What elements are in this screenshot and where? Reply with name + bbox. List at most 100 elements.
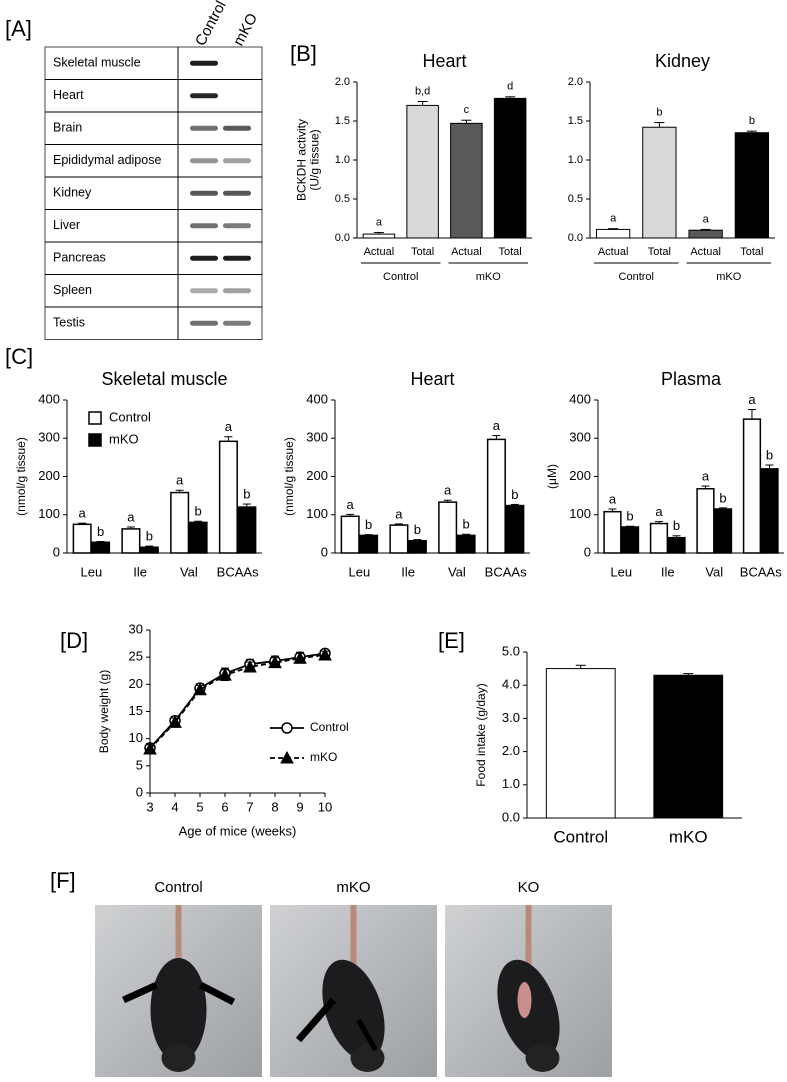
y-tick-label: 1.5 <box>335 115 350 127</box>
band <box>223 125 251 131</box>
bar <box>734 132 770 239</box>
bar <box>188 521 208 554</box>
y-tick-label: 200 <box>306 468 328 483</box>
bar <box>545 668 616 819</box>
legend-marker <box>281 722 293 734</box>
y-tick-label: 3.0 <box>502 710 520 725</box>
significance-letter: a <box>703 213 710 225</box>
x-tick-label: Total <box>411 246 434 258</box>
y-tick-label: 2.0 <box>335 76 350 88</box>
bar <box>121 528 141 554</box>
x-tick-label: Total <box>740 246 763 258</box>
bar <box>603 510 622 554</box>
significance-letter: d <box>507 81 513 93</box>
bar <box>170 491 190 554</box>
column-header: Control <box>192 0 230 49</box>
y-axis-label: (nmol/g tissue) <box>282 437 296 516</box>
bar <box>407 540 427 554</box>
band <box>223 320 251 326</box>
legend-label: mKO <box>109 431 139 446</box>
mouse-limb <box>198 981 236 1006</box>
y-axis-label: (nmol/g tissue) <box>14 437 28 516</box>
x-tick-label: 7 <box>246 799 253 814</box>
x-tick-label: 6 <box>221 799 228 814</box>
x-axis-label: Age of mice (weeks) <box>179 823 297 838</box>
photo-caption: KO <box>518 879 540 896</box>
y-tick-label: 25 <box>129 649 143 664</box>
series-line <box>149 652 326 749</box>
y-tick-label: 200 <box>38 468 60 483</box>
x-tick-label: 8 <box>271 799 278 814</box>
y-tick-label: 0.0 <box>502 809 520 824</box>
y-tick-label: 100 <box>306 506 328 521</box>
y-tick-label: 0.5 <box>568 193 583 205</box>
x-tick-label: Ile <box>133 564 147 579</box>
significance-letter: b <box>719 490 726 505</box>
mouse-tail <box>175 905 182 965</box>
chart-title: Skeletal muscle <box>101 369 227 389</box>
y-tick-label: 300 <box>569 430 591 445</box>
significance-letter: a <box>176 473 184 488</box>
significance-letter: b <box>766 447 773 462</box>
blot-frame <box>44 46 263 340</box>
row-label: Heart <box>53 88 84 102</box>
significance-letter: b <box>656 106 662 118</box>
band <box>223 158 251 164</box>
bar <box>362 233 396 239</box>
significance-letter: a <box>493 418 501 433</box>
band <box>223 223 251 229</box>
y-axis-label: Food intake (g/day) <box>474 683 488 786</box>
bar <box>218 440 238 554</box>
marker <box>143 741 157 755</box>
bar <box>505 504 525 554</box>
mouse-tail <box>525 905 532 965</box>
row-label: Spleen <box>53 283 92 297</box>
panel-label: [D] <box>60 628 88 653</box>
x-tick-label: Val <box>705 564 723 579</box>
panel-label: [F] <box>50 868 76 893</box>
marker <box>243 659 257 673</box>
photo-caption: mKO <box>336 879 370 896</box>
legend-label: Control <box>310 720 349 734</box>
significance-letter: b <box>243 486 250 501</box>
band <box>190 158 218 164</box>
x-tick-label: Leu <box>81 564 103 579</box>
x-tick-label: 5 <box>196 799 203 814</box>
row-label: Skeletal muscle <box>53 56 141 70</box>
significance-letter: a <box>610 213 617 225</box>
mouse-tail <box>350 905 357 965</box>
bar <box>642 126 677 239</box>
marker <box>293 651 307 664</box>
y-tick-label: 10 <box>129 730 143 745</box>
band <box>190 60 218 66</box>
bar <box>91 541 111 554</box>
significance-letter: b <box>749 115 755 127</box>
band <box>223 190 251 196</box>
band <box>190 320 218 326</box>
significance-letter: a <box>127 509 135 524</box>
bar <box>742 418 762 554</box>
y-tick-label: 1.0 <box>335 154 350 166</box>
bar <box>438 501 458 554</box>
bar <box>340 515 360 554</box>
bar <box>237 506 257 554</box>
x-tick-label: Val <box>180 564 198 579</box>
group-label: mKO <box>476 271 502 283</box>
band <box>223 288 251 294</box>
significance-letter: a <box>395 506 403 521</box>
bar <box>406 104 439 239</box>
panel-label: [B] <box>290 41 317 66</box>
legend-label: Control <box>109 409 151 424</box>
band <box>190 223 218 229</box>
group-label: mKO <box>716 271 742 283</box>
marker <box>218 668 232 681</box>
significance-letter: b <box>97 524 104 539</box>
significance-letter: a <box>655 504 663 519</box>
bar <box>760 468 779 554</box>
significance-letter: c <box>464 104 470 116</box>
bar <box>456 534 476 554</box>
x-tick-label: BCAAs <box>485 564 527 579</box>
mouse-head <box>525 1044 560 1072</box>
bar <box>72 523 92 554</box>
significance-letter: a <box>79 506 87 521</box>
